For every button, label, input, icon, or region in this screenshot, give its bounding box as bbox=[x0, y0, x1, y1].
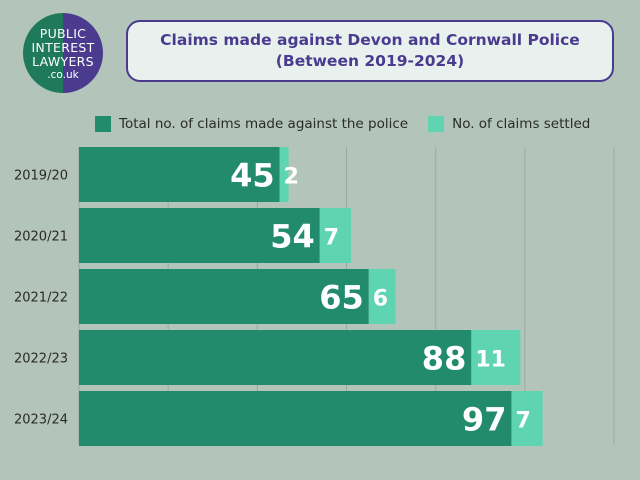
bar-total bbox=[79, 269, 369, 324]
logo-line-4: .co.uk bbox=[47, 69, 79, 81]
legend-item-settled: No. of claims settled bbox=[428, 116, 590, 132]
chart-title: Claims made against Devon and Cornwall P… bbox=[126, 20, 614, 82]
data-label-settled: 11 bbox=[475, 348, 506, 373]
category-label: 2021/22 bbox=[14, 291, 68, 306]
category-label: 2023/24 bbox=[14, 413, 68, 428]
data-label-total: 54 bbox=[270, 218, 315, 256]
legend-swatch-total bbox=[95, 116, 111, 132]
legend-label-total: Total no. of claims made against the pol… bbox=[119, 116, 409, 132]
logo-badge: PUBLIC INTEREST LAWYERS .co.uk bbox=[23, 13, 103, 93]
bar-total bbox=[79, 330, 472, 385]
bar-total bbox=[79, 391, 512, 446]
data-label-settled: 6 bbox=[373, 287, 388, 312]
chart-title-line-1: Claims made against Devon and Cornwall P… bbox=[160, 31, 580, 49]
logo-line-3: LAWYERS bbox=[32, 54, 94, 69]
legend-label-settled: No. of claims settled bbox=[452, 116, 591, 132]
bar-total bbox=[79, 147, 280, 202]
bar-total bbox=[79, 208, 320, 263]
bar-settled bbox=[368, 269, 396, 324]
data-label-total: 65 bbox=[319, 279, 364, 317]
legend-item-total: Total no. of claims made against the pol… bbox=[95, 116, 408, 132]
category-label: 2020/21 bbox=[14, 230, 68, 245]
data-label-settled: 2 bbox=[284, 165, 299, 190]
category-label: 2019/20 bbox=[14, 169, 68, 184]
data-label-settled: 7 bbox=[324, 226, 339, 251]
data-label-total: 45 bbox=[230, 157, 275, 195]
data-label-total: 88 bbox=[422, 340, 467, 378]
bar-settled bbox=[511, 391, 543, 446]
logo-line-2: INTEREST bbox=[31, 40, 95, 55]
bar-settled bbox=[471, 330, 521, 385]
chart-title-line-2: (Between 2019-2024) bbox=[275, 52, 465, 70]
data-label-settled: 7 bbox=[515, 409, 530, 434]
category-label: 2022/23 bbox=[14, 352, 68, 367]
logo-line-1: PUBLIC bbox=[39, 26, 87, 41]
data-label-total: 97 bbox=[462, 401, 507, 439]
legend: Total no. of claims made against the pol… bbox=[95, 116, 610, 132]
legend-swatch-settled bbox=[428, 116, 445, 132]
bar-settled bbox=[279, 147, 289, 202]
bar-settled bbox=[319, 208, 351, 263]
